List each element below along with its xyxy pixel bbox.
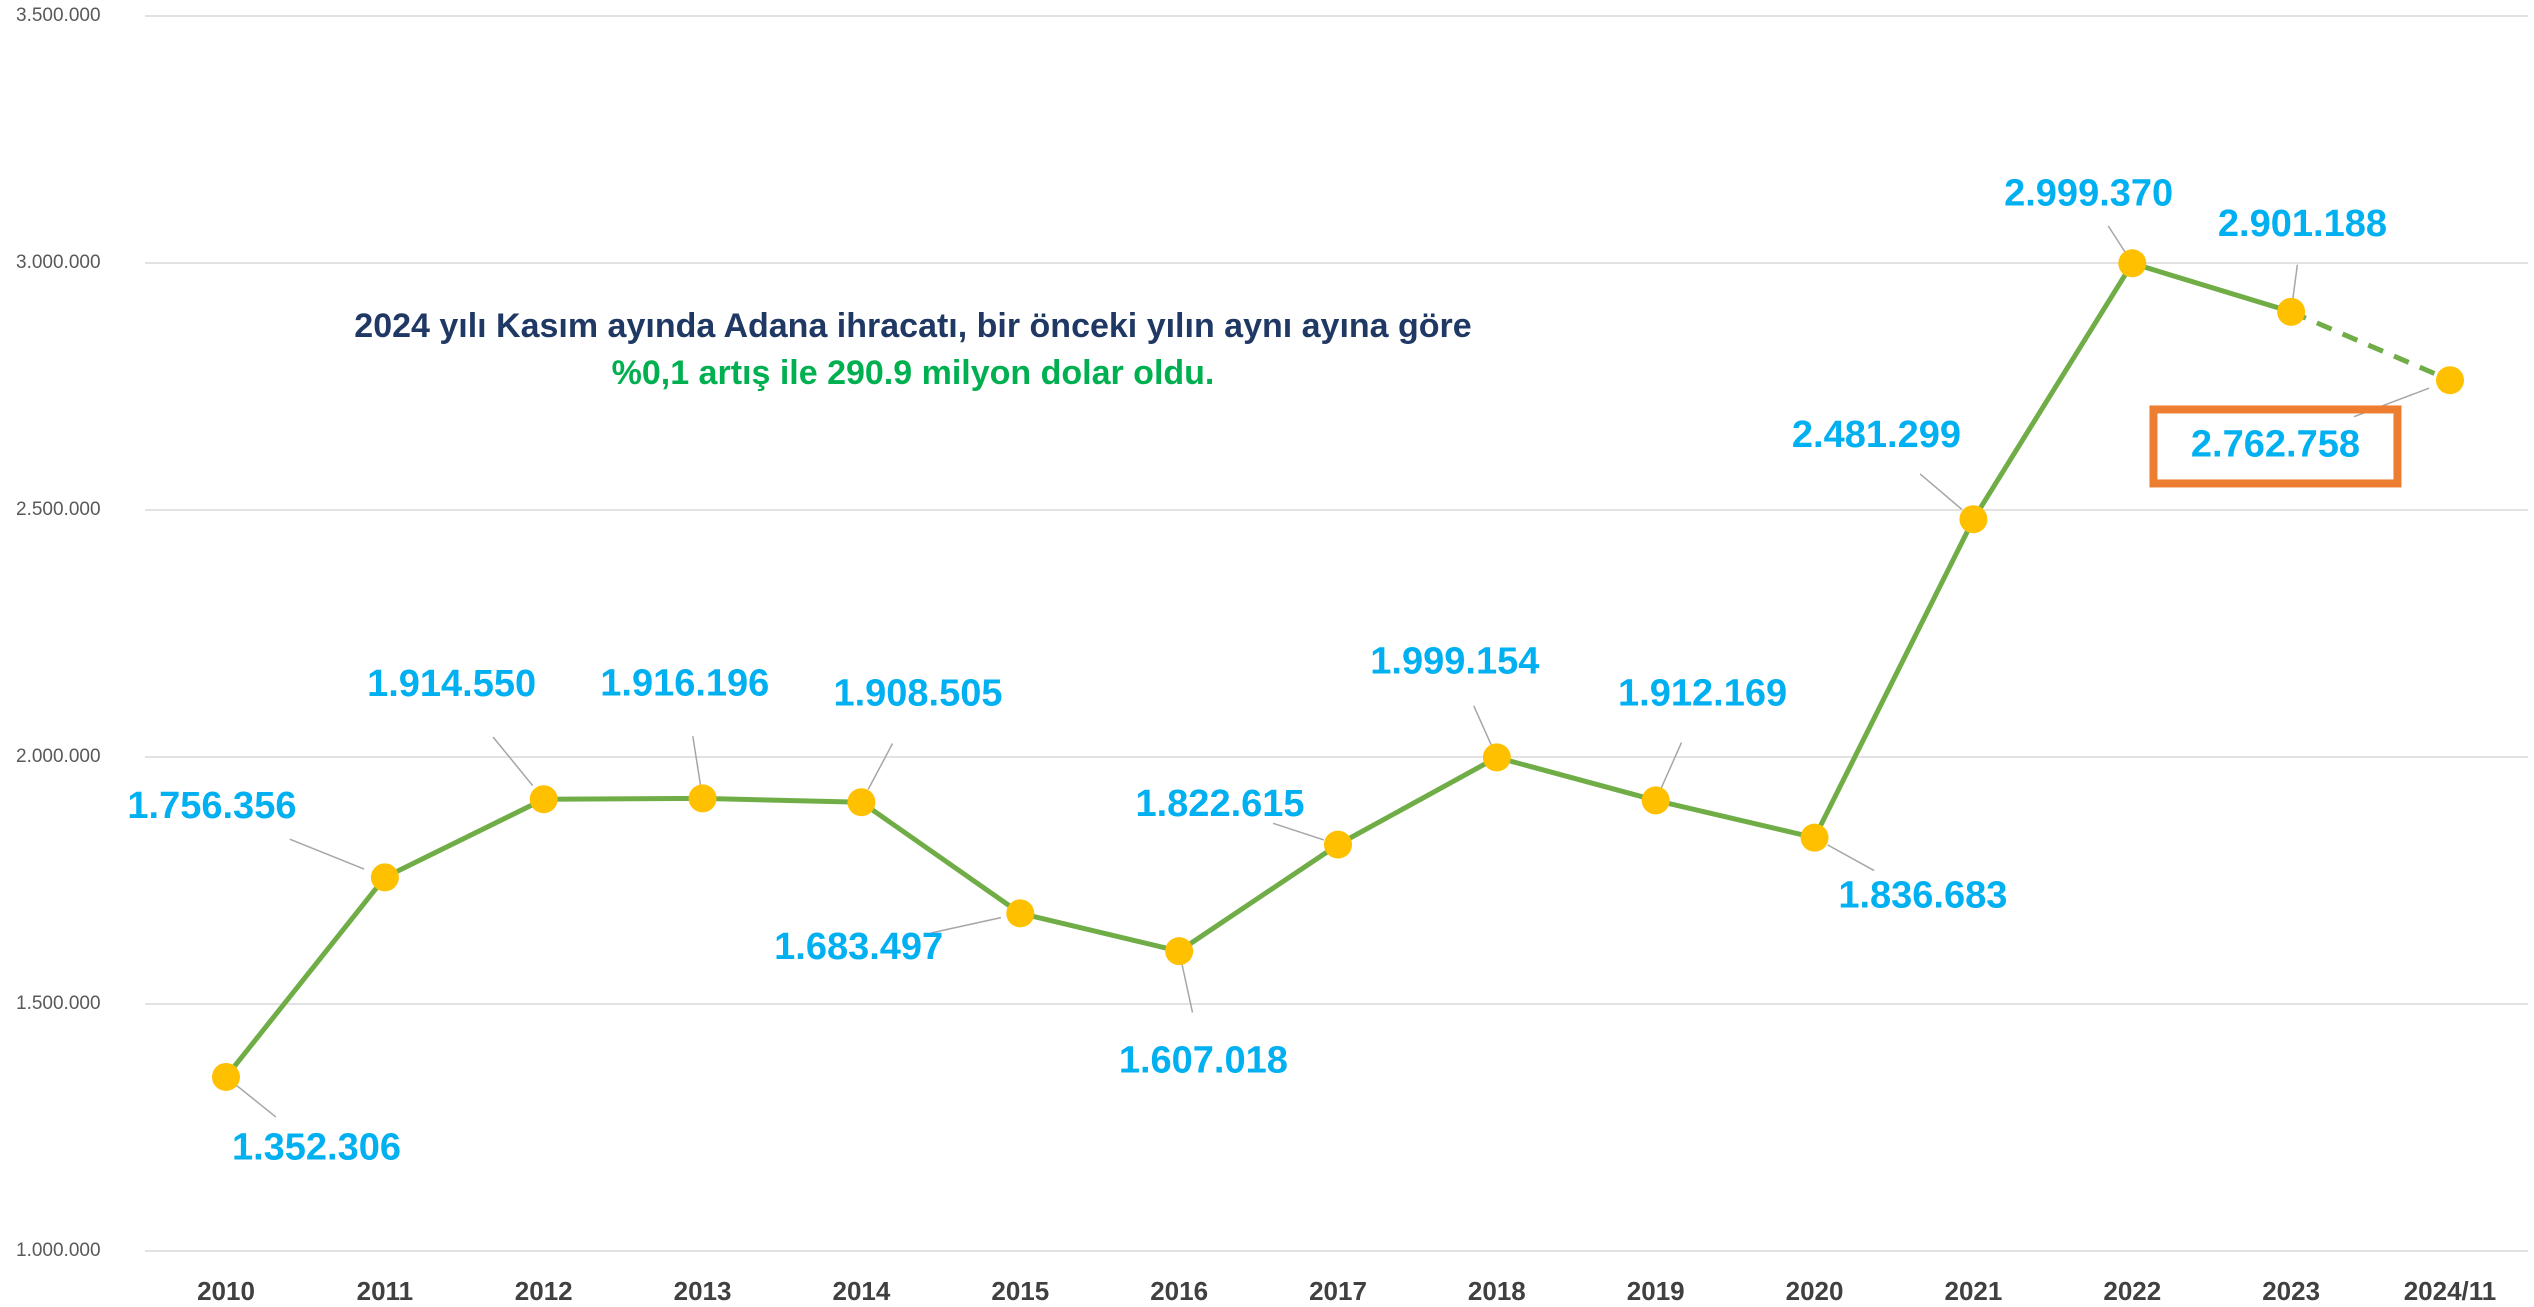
x-tick-label: 2017 — [1309, 1276, 1367, 1306]
line — [224, 260, 2292, 1079]
marker — [847, 788, 876, 817]
marker — [370, 863, 399, 892]
marker — [1482, 743, 1511, 772]
marker — [1800, 823, 1829, 852]
x-tick-label: 2019 — [1627, 1276, 1685, 1306]
value-label: 1.908.505 — [833, 673, 1002, 715]
marker — [212, 1062, 240, 1091]
marker — [1006, 899, 1035, 928]
x-tick-label: 2015 — [991, 1276, 1049, 1306]
marker — [1641, 786, 1670, 815]
leader-line — [692, 736, 702, 785]
x-tick-label: 2021 — [1945, 1276, 2003, 1306]
value-label: 1.916.196 — [600, 662, 769, 704]
leader-line — [1660, 742, 1683, 789]
leader-line — [2107, 225, 2128, 256]
marker — [529, 785, 558, 814]
marker — [688, 784, 717, 813]
leader-line — [289, 838, 365, 870]
x-tick-label: 2024/11 — [2404, 1276, 2497, 1306]
leader-line — [492, 736, 534, 787]
marker — [2436, 366, 2464, 395]
x-tick-label: 2020 — [1786, 1276, 1844, 1306]
value-label: 2.481.299 — [1792, 414, 1961, 456]
x-tick-label: 2018 — [1468, 1276, 1526, 1306]
value-label: 2.901.188 — [2218, 203, 2387, 245]
y-tick-label: 3.000.000 — [16, 252, 101, 273]
y-tick-label: 3.500.000 — [16, 5, 101, 26]
leader-line — [1827, 844, 1875, 872]
x-tick-label: 2012 — [515, 1276, 573, 1306]
x-tick-label: 2014 — [833, 1276, 891, 1306]
leader-line — [1919, 473, 1963, 510]
leader-line — [931, 916, 1002, 934]
leader-line — [1272, 822, 1325, 841]
leader-line — [236, 1085, 277, 1118]
y-tick-label: 2.500.000 — [16, 499, 101, 520]
x-tick-label: 2011 — [357, 1276, 413, 1306]
value-label: 1.352.306 — [232, 1127, 401, 1169]
marker — [1165, 937, 1194, 966]
highlight-box — [2149, 405, 2402, 488]
marker — [2118, 249, 2147, 278]
marker — [2277, 297, 2306, 326]
value-label: 1.836.683 — [1838, 875, 2007, 917]
line-dashed — [2290, 309, 2451, 383]
marker — [1959, 505, 1988, 534]
x-tick-label: 2016 — [1150, 1276, 1208, 1306]
value-label: 1.914.550 — [367, 663, 536, 705]
value-label: 1.999.154 — [1370, 641, 1539, 683]
value-label: 1.822.615 — [1135, 783, 1304, 825]
y-tick-label: 1.000.000 — [16, 1240, 101, 1261]
leader-line — [2291, 264, 2299, 302]
value-label: 2.762.758 — [2191, 423, 2360, 465]
marker — [1324, 830, 1352, 859]
value-label: 1.912.169 — [1618, 672, 1787, 714]
value-label: 2.999.370 — [2004, 172, 2173, 214]
y-tick-label: 1.500.000 — [16, 993, 101, 1014]
x-tick-label: 2010 — [197, 1276, 255, 1306]
leader-line — [867, 743, 894, 790]
annotation: 2024 yılı Kasım ayında Adana ihracatı, b… — [354, 307, 1471, 345]
value-label: 1.756.356 — [127, 785, 296, 827]
annotation: %0,1 artış ile 290.9 milyon dolar oldu. — [612, 354, 1215, 392]
x-tick-label: 2023 — [2262, 1276, 2320, 1306]
value-label: 1.607.018 — [1119, 1040, 1288, 1082]
leader-line — [1473, 705, 1493, 747]
x-tick-label: 2022 — [2103, 1276, 2161, 1306]
x-tick-label: 2013 — [674, 1276, 732, 1306]
value-label: 1.683.497 — [774, 926, 943, 968]
y-tick-label: 2.000.000 — [16, 746, 101, 767]
leader-line — [1181, 964, 1194, 1013]
